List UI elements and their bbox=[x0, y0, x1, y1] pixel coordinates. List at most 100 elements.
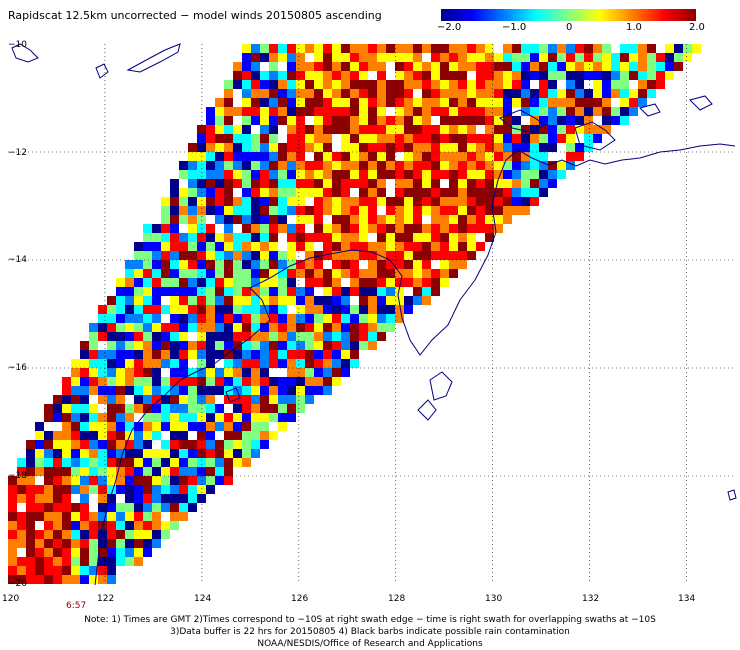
colorbar-tick-label: 2.0 bbox=[689, 22, 705, 33]
swath-cell bbox=[179, 386, 188, 395]
swath-cell bbox=[206, 269, 215, 278]
swath-cell bbox=[422, 107, 431, 116]
swath-cell bbox=[404, 116, 413, 125]
swath-cell bbox=[89, 575, 98, 584]
swath-cell bbox=[179, 458, 188, 467]
swath-cell bbox=[359, 305, 368, 314]
swath-cell bbox=[314, 350, 323, 359]
swath-cell bbox=[638, 62, 647, 71]
swath-cell bbox=[233, 368, 242, 377]
swath-cell bbox=[197, 332, 206, 341]
swath-cell bbox=[215, 269, 224, 278]
swath-cell bbox=[341, 62, 350, 71]
swath-cell bbox=[296, 125, 305, 134]
swath-cell bbox=[251, 350, 260, 359]
swath-cell bbox=[134, 530, 143, 539]
swath-cell bbox=[368, 188, 377, 197]
swath-cell bbox=[143, 377, 152, 386]
swath-cell bbox=[161, 476, 170, 485]
swath-cell bbox=[62, 422, 71, 431]
swath-cell bbox=[368, 260, 377, 269]
swath-cell bbox=[521, 80, 530, 89]
swath-cell bbox=[53, 467, 62, 476]
swath-cell bbox=[152, 521, 161, 530]
swath-cell bbox=[44, 539, 53, 548]
swath-cell bbox=[251, 359, 260, 368]
swath-cell bbox=[269, 332, 278, 341]
swath-cell bbox=[395, 107, 404, 116]
swath-cell bbox=[80, 404, 89, 413]
swath-cell bbox=[179, 476, 188, 485]
swath-cell bbox=[215, 251, 224, 260]
swath-cell bbox=[233, 278, 242, 287]
swath-cell bbox=[305, 395, 314, 404]
swath-cell bbox=[161, 269, 170, 278]
swath-cell bbox=[440, 242, 449, 251]
swath-cell bbox=[116, 413, 125, 422]
swath-cell bbox=[413, 197, 422, 206]
swath-cell bbox=[116, 377, 125, 386]
swath-cell bbox=[278, 296, 287, 305]
swath-cell bbox=[296, 206, 305, 215]
swath-cell bbox=[287, 206, 296, 215]
swath-cell bbox=[170, 503, 179, 512]
swath-cell bbox=[287, 413, 296, 422]
swath-cell bbox=[350, 305, 359, 314]
swath-cell bbox=[233, 215, 242, 224]
swath-cell bbox=[449, 242, 458, 251]
swath-cell bbox=[575, 152, 584, 161]
swath-cell bbox=[629, 53, 638, 62]
swath-cell bbox=[269, 350, 278, 359]
swath-cell bbox=[548, 125, 557, 134]
swath-cell bbox=[161, 386, 170, 395]
swath-cell bbox=[575, 116, 584, 125]
swath-cell bbox=[566, 62, 575, 71]
swath-cell bbox=[557, 71, 566, 80]
swath-cell bbox=[152, 287, 161, 296]
swath-cell bbox=[98, 440, 107, 449]
swath-cell bbox=[107, 341, 116, 350]
swath-cell bbox=[368, 224, 377, 233]
swath-cell bbox=[161, 215, 170, 224]
swath-cell bbox=[332, 107, 341, 116]
swath-cell bbox=[359, 170, 368, 179]
swath-cell bbox=[233, 287, 242, 296]
swath-cell bbox=[71, 404, 80, 413]
swath-cell bbox=[530, 134, 539, 143]
swath-cell bbox=[404, 206, 413, 215]
swath-cell bbox=[152, 332, 161, 341]
swath-cell bbox=[53, 440, 62, 449]
swath-cell bbox=[512, 197, 521, 206]
swath-cell bbox=[359, 188, 368, 197]
swath-cell bbox=[17, 476, 26, 485]
swath-cell bbox=[197, 206, 206, 215]
swath-cell bbox=[467, 251, 476, 260]
swath-cell bbox=[341, 296, 350, 305]
swath-cell bbox=[224, 125, 233, 134]
swath-cell bbox=[314, 134, 323, 143]
swath-cell bbox=[161, 440, 170, 449]
swath-cell bbox=[296, 242, 305, 251]
swath-cell bbox=[116, 521, 125, 530]
swath-cell bbox=[467, 89, 476, 98]
swath-cell bbox=[206, 332, 215, 341]
swath-cell bbox=[566, 98, 575, 107]
swath-cell bbox=[530, 143, 539, 152]
swath-cell bbox=[332, 269, 341, 278]
swath-cell bbox=[314, 269, 323, 278]
swath-cell bbox=[242, 44, 251, 53]
swath-cell bbox=[341, 305, 350, 314]
swath-cell bbox=[323, 98, 332, 107]
swath-cell bbox=[296, 143, 305, 152]
swath-cell bbox=[422, 152, 431, 161]
swath-cell bbox=[233, 170, 242, 179]
swath-cell bbox=[458, 116, 467, 125]
swath-cell bbox=[638, 98, 647, 107]
swath-cell bbox=[323, 296, 332, 305]
swath-cell bbox=[269, 170, 278, 179]
swath-cell bbox=[566, 161, 575, 170]
swath-cell bbox=[251, 197, 260, 206]
swath-cell bbox=[188, 233, 197, 242]
swath-cell bbox=[215, 179, 224, 188]
swath-cell bbox=[26, 458, 35, 467]
